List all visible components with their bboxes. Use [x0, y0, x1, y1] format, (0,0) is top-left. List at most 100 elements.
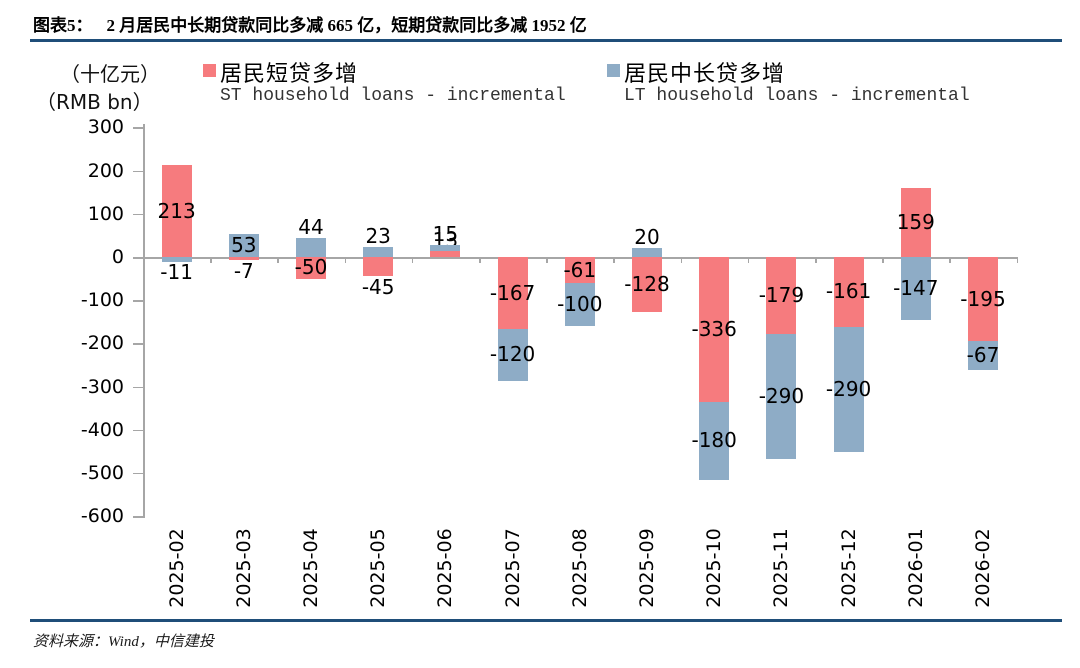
bar-value-2025-09-lt: 20	[634, 225, 660, 250]
y-tick-label: 100	[87, 202, 124, 225]
legend-label-lt-cn: 居民中长贷多增	[624, 62, 786, 87]
footer-divider-line	[30, 619, 1062, 622]
figure-number: 图表5：	[33, 16, 93, 35]
bar-value-2025-07-st: -167	[489, 280, 536, 305]
y-tick-mark	[133, 257, 143, 259]
title-divider-line	[30, 39, 1062, 42]
bar-value-2025-12-lt: -290	[825, 376, 872, 401]
x-tick-mark	[1016, 257, 1019, 263]
bar-value-2026-02-st: -195	[960, 286, 1006, 311]
y-tick-mark	[133, 300, 143, 302]
bar-value-2025-02-st: 213	[157, 198, 196, 223]
bar-2025-10-st	[699, 257, 730, 403]
bar-2025-04-lt	[296, 238, 326, 257]
legend-label-st-en: ST household loans - incremental	[220, 86, 566, 106]
bar-2025-02-lt	[161, 257, 192, 262]
x-tick-mark	[210, 257, 212, 263]
x-axis-label: 2025-05	[367, 528, 390, 608]
x-tick-mark	[411, 257, 414, 263]
bar-value-2025-05-lt: 23	[365, 224, 391, 249]
bar-2026-01-lt	[900, 257, 931, 321]
y-tick-mark	[133, 343, 143, 345]
bar-2025-06-st	[430, 251, 461, 257]
bar-2025-02-st	[161, 165, 192, 257]
bar-value-2025-09-st: -128	[624, 272, 670, 297]
bar-value-2026-01-lt: -147	[893, 276, 939, 301]
bar-value-2025-08-lt: -100	[557, 292, 603, 317]
x-axis-label: 2025-11	[770, 528, 793, 608]
bar-value-2025-03-st: -7	[233, 258, 254, 283]
bar-value-2025-10-lt: -180	[691, 428, 737, 453]
bar-value-2025-05-st: -45	[361, 274, 395, 299]
x-axis-label: 2025-09	[636, 528, 658, 608]
x-axis-label: 2025-10	[703, 528, 726, 608]
figure-title-text: 2 月居民中长期贷款同比多减 665 亿，短期贷款同比多减 1952 亿	[106, 16, 587, 35]
x-axis-label: 2025-12	[837, 528, 860, 608]
bar-2025-10-lt	[699, 402, 730, 480]
bar-2026-02-st	[968, 257, 998, 342]
y-tick-label: 200	[87, 159, 124, 182]
bar-value-2025-11-st: -179	[758, 283, 805, 308]
y-tick-label: -300	[80, 375, 124, 398]
bar-value-2025-12-st: -161	[825, 279, 872, 304]
x-axis-label: 2025-06	[434, 528, 457, 608]
y-tick-label: -500	[80, 461, 124, 484]
bar-value-2025-10-st: -336	[691, 317, 737, 342]
x-tick-mark	[949, 257, 951, 263]
bar-2025-08-st	[564, 257, 595, 284]
x-axis-label: 2025-02	[165, 528, 188, 608]
bar-2025-05-st	[363, 257, 394, 277]
x-axis-label: 2025-08	[568, 528, 591, 608]
bar-2025-11-st	[766, 257, 797, 335]
bar-2025-05-lt	[363, 247, 394, 257]
x-axis-label: 2026-02	[972, 528, 994, 608]
x-axis-label: 2025-04	[300, 528, 322, 608]
bar-value-2025-04-st: -50	[294, 255, 328, 280]
y-tick-label: -600	[80, 505, 124, 528]
y-tick-mark	[133, 429, 143, 432]
y-tick-label: -200	[80, 332, 124, 355]
y-tick-label: 300	[87, 116, 124, 139]
bar-2025-07-lt	[497, 329, 528, 381]
bar-2026-02-lt	[968, 341, 998, 371]
x-tick-mark	[680, 257, 683, 263]
x-tick-mark	[613, 257, 615, 263]
x-tick-mark	[344, 257, 347, 263]
y-tick-mark	[133, 170, 143, 173]
bar-value-2025-06-lt: 15	[432, 221, 459, 246]
legend-swatch-st-red	[203, 64, 216, 77]
bar-2026-01-st	[900, 188, 931, 257]
y-axis-unit-cn: （十亿元）	[60, 62, 160, 86]
bar-2025-03-st	[228, 257, 259, 261]
x-tick-mark	[143, 257, 145, 263]
y-tick-label: 0	[111, 246, 124, 268]
y-tick-label: -400	[80, 418, 124, 441]
bar-value-2025-08-st: -61	[563, 257, 597, 282]
x-tick-mark	[546, 257, 548, 263]
x-tick-mark	[479, 257, 481, 263]
bar-2025-09-st	[632, 257, 662, 313]
legend-label-st-cn: 居民短贷多增	[220, 62, 359, 87]
x-tick-mark	[277, 257, 279, 263]
y-tick-mark	[133, 516, 143, 518]
bar-value-2025-03-lt: 53	[231, 233, 257, 258]
bar-2025-09-lt	[632, 248, 662, 257]
x-tick-mark	[747, 257, 750, 263]
legend-swatch-lt-blue	[607, 64, 620, 77]
x-axis-label: 2025-07	[501, 528, 524, 608]
bar-value-2025-11-lt: -290	[758, 384, 805, 409]
x-axis-label: 2025-03	[232, 528, 255, 608]
y-axis-line	[143, 124, 145, 518]
bar-value-2025-02-lt: -11	[160, 260, 193, 285]
y-tick-label: -100	[80, 289, 124, 312]
y-tick-mark	[133, 213, 143, 216]
bar-2025-04-st	[296, 257, 326, 279]
source-note: 资料来源：Wind，中信建投	[33, 634, 214, 650]
x-axis-label: 2026-01	[904, 528, 927, 608]
y-tick-mark	[133, 386, 143, 388]
legend-label-lt-en: LT household loans - incremental	[624, 86, 970, 106]
bar-2025-07-st	[497, 257, 528, 330]
bar-value-2025-07-lt: -120	[489, 342, 536, 367]
